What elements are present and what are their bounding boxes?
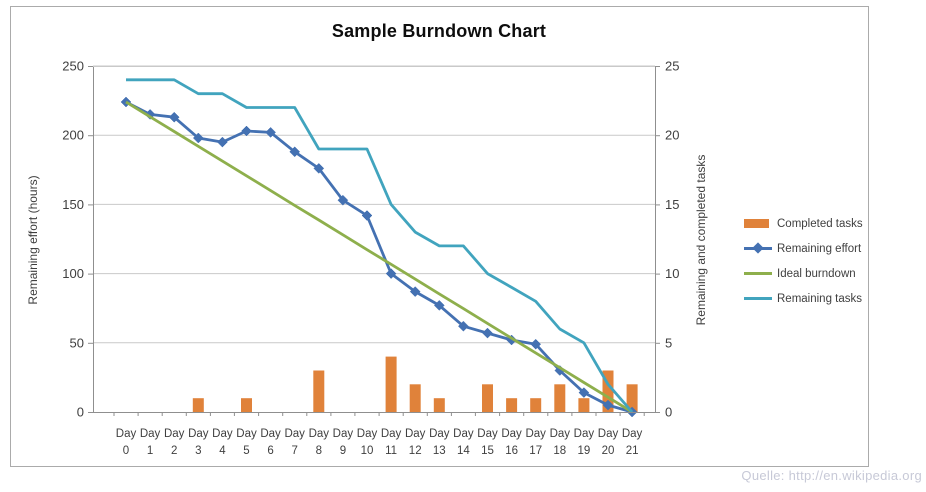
line-ideal-burndown	[125, 100, 633, 414]
bar-day-8	[313, 370, 325, 412]
gridlines	[93, 65, 655, 344]
chart-title: Sample Burndown Chart	[331, 21, 547, 41]
left-tick-0: 0	[77, 405, 84, 420]
x-label-day-20: Day 20	[598, 428, 619, 457]
legend-label: Ideal burndown	[777, 267, 856, 280]
marker-day-7	[289, 146, 301, 158]
bar-day-13	[433, 398, 445, 412]
series-remaining-effort	[120, 96, 638, 418]
left-tick-250: 250	[62, 59, 84, 74]
bar-day-17	[530, 398, 542, 412]
legend-label: Remaining tasks	[777, 292, 863, 305]
marker-day-14	[458, 320, 469, 332]
right-axis-tick-labels: 0 5 10 15 20 25	[655, 59, 679, 420]
marker-day-13	[433, 300, 445, 311]
left-tick-200: 200	[62, 128, 84, 143]
marker-day-10	[361, 210, 373, 221]
marker-day-5	[241, 125, 252, 137]
marker-day-15	[482, 327, 493, 339]
marker-day-19	[578, 387, 590, 398]
remaining-effort-swatch-icon	[744, 242, 772, 254]
marker-day-6	[265, 127, 276, 138]
series-ideal-burndown	[125, 100, 633, 414]
marker-day-20	[602, 399, 614, 411]
x-label-day-11: Day 11	[381, 428, 402, 457]
left-axis-title: Remaining effort (hours)	[26, 175, 40, 305]
legend-item-remaining-effort: Remaining effort	[744, 236, 863, 261]
x-label-day-5: Day 5	[236, 428, 257, 457]
x-label-day-18: Day 18	[550, 428, 571, 457]
bar-day-20	[602, 370, 614, 412]
legend-label: Completed tasks	[777, 217, 863, 230]
series-completed-tasks	[192, 356, 638, 412]
right-tick-15: 15	[665, 197, 679, 212]
bar-day-15	[482, 384, 493, 412]
remaining-tasks-swatch-icon	[744, 293, 772, 304]
legend-item-ideal-burndown: Ideal burndown	[744, 261, 863, 286]
bar-day-19	[578, 398, 590, 412]
left-tick-150: 150	[62, 197, 84, 212]
x-label-day-21: Day 21	[622, 428, 643, 457]
chart-border	[10, 6, 869, 467]
x-label-day-8: Day 8	[309, 428, 330, 457]
x-label-day-16: Day 16	[501, 428, 522, 457]
marker-day-8	[313, 163, 325, 174]
marker-day-12	[409, 286, 421, 297]
x-label-day-19: Day 19	[574, 428, 595, 457]
left-tick-50: 50	[70, 335, 84, 350]
marker-day-17	[530, 338, 542, 350]
bar-day-5	[241, 398, 252, 412]
bar-day-12	[409, 384, 421, 412]
x-label-day-1: Day 1	[140, 428, 161, 457]
marker-day-4	[217, 136, 228, 148]
left-tick-100: 100	[62, 266, 84, 281]
right-tick-0: 0	[665, 405, 672, 420]
x-label-day-0: Day 0	[116, 428, 137, 457]
series-remaining-tasks	[126, 78, 634, 413]
marker-day-2	[168, 111, 180, 123]
x-label-day-14: Day 14	[453, 428, 474, 457]
marker-day-11	[385, 268, 397, 279]
x-label-day-6: Day 6	[260, 428, 281, 457]
line-remaining-effort	[125, 100, 633, 414]
right-axis-title: Remaining and completed tasks	[694, 154, 708, 326]
x-label-day-2: Day 2	[164, 428, 185, 457]
right-tick-5: 5	[665, 335, 672, 350]
bar-day-18	[554, 384, 566, 412]
marker-day-3	[192, 132, 204, 144]
legend-item-completed-tasks: Completed tasks	[744, 211, 863, 236]
bar-day-21	[626, 384, 638, 412]
bar-day-3	[192, 398, 204, 412]
x-label-day-3: Day 3	[188, 428, 209, 457]
source-watermark: Quelle: http://en.wikipedia.org	[741, 468, 922, 483]
ideal-burndown-swatch-icon	[744, 268, 772, 279]
left-axis-tick-labels: 0 50 100 150 200 250	[62, 59, 93, 420]
line-remaining-tasks	[126, 78, 634, 413]
right-tick-10: 10	[665, 266, 679, 281]
x-label-day-9: Day 9	[333, 428, 354, 457]
completed-tasks-swatch-icon	[744, 218, 772, 229]
bar-day-16	[506, 398, 518, 412]
x-label-day-7: Day 7	[284, 428, 305, 457]
marker-day-9	[337, 194, 349, 206]
x-label-day-15: Day 15	[477, 428, 498, 457]
x-label-day-12: Day 12	[405, 428, 426, 457]
right-tick-20: 20	[665, 128, 679, 143]
x-label-day-13: Day 13	[429, 428, 450, 457]
legend-item-remaining-tasks: Remaining tasks	[744, 286, 863, 311]
x-label-day-17: Day 17	[525, 428, 546, 457]
bar-day-11	[385, 356, 397, 412]
right-tick-25: 25	[665, 59, 679, 74]
x-label-day-10: Day 10	[357, 428, 378, 457]
legend-label: Remaining effort	[777, 242, 862, 255]
x-label-day-4: Day 4	[212, 428, 233, 457]
chart-legend: Completed tasks Remaining effort Ideal bur…	[744, 211, 863, 311]
